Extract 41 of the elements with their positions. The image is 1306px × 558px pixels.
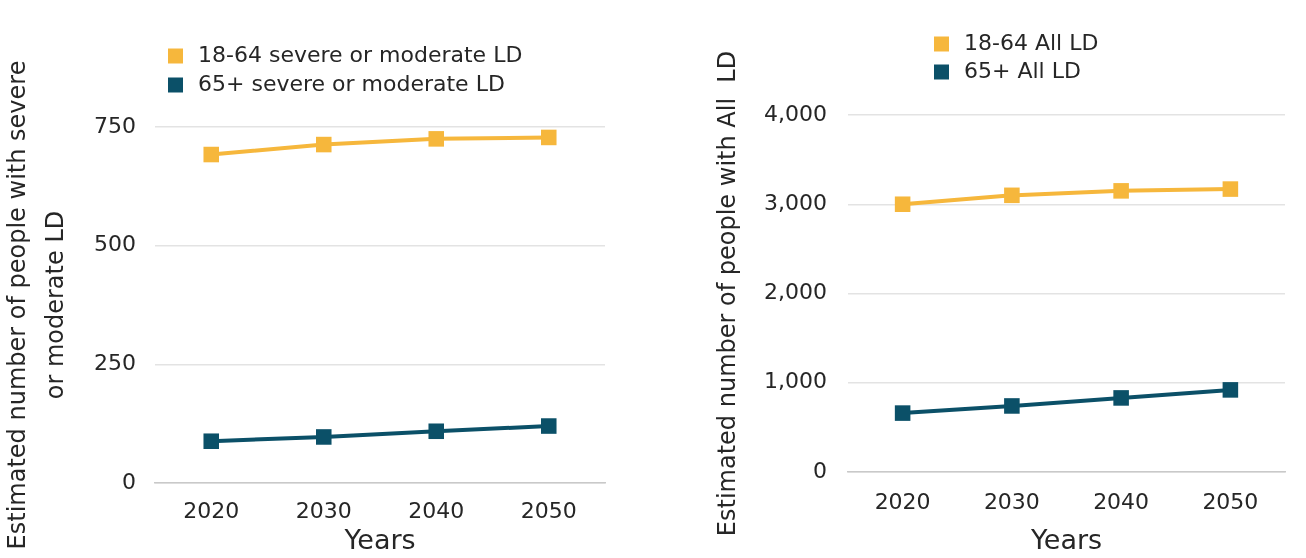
y-axis-title: Estimated number of people with severe or moderate LD <box>3 60 70 550</box>
point <box>203 433 220 450</box>
point <box>1004 398 1020 414</box>
x-axis-title: Years <box>1029 523 1103 555</box>
x-tick-label: 2050 <box>1202 488 1259 514</box>
legend-label: 18-64 severe or moderate LD <box>198 41 523 67</box>
point <box>315 429 332 445</box>
y-tick-label: 3,000 <box>764 189 827 215</box>
x-tick-label: 2020 <box>183 497 240 523</box>
point <box>540 418 557 434</box>
x-tick-label: 2030 <box>983 488 1040 514</box>
x-tick-label: 2040 <box>408 497 465 523</box>
legend-label: 18-64 All LD <box>964 29 1099 55</box>
point <box>1113 183 1129 199</box>
y-tick-label: 0 <box>813 457 827 483</box>
point <box>203 146 220 163</box>
y-tick-label: 250 <box>94 350 136 376</box>
point <box>894 196 911 213</box>
y-tick-label: 0 <box>122 468 136 494</box>
point <box>428 131 445 147</box>
x-axis-title: Years <box>343 523 416 555</box>
y-tick-label: 2,000 <box>764 279 827 305</box>
point <box>540 129 557 146</box>
y-axis-title: Estimated number of people with All LD <box>713 50 742 537</box>
x-tick-label: 2050 <box>520 497 577 523</box>
point <box>1113 390 1129 406</box>
x-tick-label: 2030 <box>295 497 352 523</box>
point <box>1004 187 1020 204</box>
point <box>1222 181 1239 197</box>
legend-label: 65+ severe or moderate LD <box>198 70 505 96</box>
point <box>428 423 445 440</box>
y-tick-label: 4,000 <box>764 100 827 126</box>
y-tick-label: 750 <box>94 112 136 138</box>
point <box>1222 382 1239 398</box>
point <box>315 136 332 153</box>
point <box>894 405 911 421</box>
x-tick-label: 2040 <box>1093 488 1150 514</box>
legend-label: 65+ All LD <box>964 57 1081 83</box>
y-tick-label: 500 <box>94 231 136 257</box>
y-tick-label: 1,000 <box>764 368 827 394</box>
x-tick-label: 2020 <box>874 488 931 514</box>
